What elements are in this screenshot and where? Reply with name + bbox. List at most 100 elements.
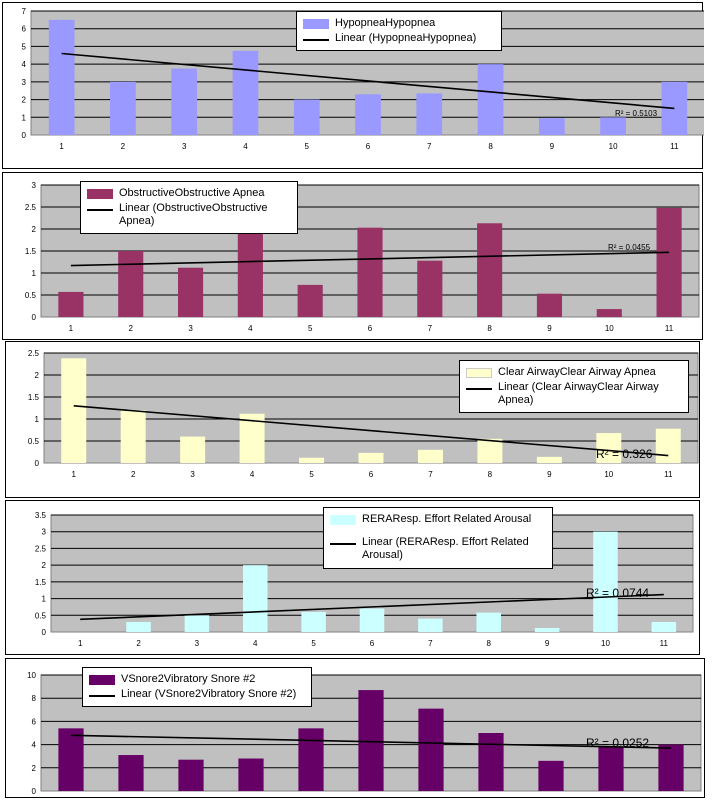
- y-tick-label: 3: [42, 528, 47, 537]
- x-tick-label: 6: [369, 798, 374, 799]
- x-tick-label: 8: [488, 470, 493, 479]
- y-tick-label: 1.5: [35, 578, 47, 587]
- bar: [600, 117, 626, 135]
- bar: [238, 758, 264, 791]
- bar: [110, 81, 136, 135]
- y-tick-label: 3: [22, 78, 27, 87]
- y-tick-label: 0: [32, 313, 37, 322]
- bar: [61, 358, 87, 463]
- legend-item-series: ObstructiveObstructive Apnea: [87, 187, 291, 200]
- bar: [477, 223, 503, 317]
- bar: [297, 284, 323, 317]
- y-tick-label: 10: [27, 671, 36, 680]
- legend-item-trendline: Linear (RERAResp. Effort Related Arousal…: [330, 536, 546, 562]
- y-tick-label: 1.5: [25, 247, 37, 256]
- bar: [538, 118, 565, 135]
- x-tick-label: 2: [121, 142, 126, 151]
- chart-panel-hypopnea: 0 1 2 3 4 5 6 7 1 2 3 4 5 6 7 8 9 10 11 R² = 0.5103 Hypopne…: [2, 2, 704, 169]
- x-tick-label: 2: [129, 324, 134, 333]
- trend-line: [80, 593, 664, 621]
- legend-label: RERAResp. Effort Related Arousal: [362, 513, 532, 525]
- legend-trend-line: [303, 39, 329, 41]
- x-tick-label: 1: [72, 470, 77, 479]
- bar: [477, 64, 504, 135]
- bar: [126, 621, 151, 632]
- bar: [536, 293, 563, 317]
- bar: [476, 612, 501, 632]
- y-tick-label: 0: [42, 628, 47, 637]
- legend-label: Clear AirwayClear Airway Apnea: [498, 366, 656, 378]
- x-tick-label: 10: [607, 798, 616, 799]
- x-tick-label: 1: [78, 639, 83, 648]
- x-tick-label: 11: [667, 798, 676, 799]
- x-tick-label: 6: [369, 470, 374, 479]
- legend-item-trendline: Linear (VSnore2Vibratory Snore #2): [89, 688, 305, 701]
- x-tick-label: 5: [305, 142, 310, 151]
- x-tick-label: 3: [188, 324, 193, 333]
- legend-item-trendline: Linear (HypopneaHypopnea): [303, 32, 495, 45]
- bar: [359, 608, 385, 632]
- x-tick-label: 5: [309, 470, 314, 479]
- x-tick-label: 9: [549, 798, 554, 799]
- y-tick-label: 3: [32, 181, 37, 190]
- legend-item-series: RERAResp. Effort Related Arousal: [330, 513, 546, 526]
- x-tick-label: 8: [489, 798, 494, 799]
- x-tick-label: 10: [609, 142, 618, 151]
- trend-line: [70, 251, 670, 267]
- legend-item-series: Clear AirwayClear Airway Apnea: [466, 366, 682, 379]
- bar: [120, 410, 146, 463]
- y-tick-label: 4: [22, 60, 27, 69]
- bar: [416, 93, 443, 135]
- x-tick-label: 1: [59, 142, 64, 151]
- bar: [298, 728, 324, 791]
- legend-item-trendline: Linear (ObstructiveObstructive Apnea): [87, 202, 291, 228]
- legend: ObstructiveObstructive Apnea Linear (Obs…: [80, 181, 298, 234]
- x-tick-label: 1: [69, 324, 74, 333]
- x-tick-label: 5: [308, 324, 313, 333]
- y-tick-label: 0: [32, 787, 37, 796]
- x-tick-label: 3: [182, 142, 187, 151]
- y-tick-label: 2: [42, 561, 47, 570]
- bar: [118, 755, 144, 791]
- y-tick-label: 2: [35, 371, 40, 380]
- y-tick-label: 0.5: [28, 437, 40, 446]
- bar: [299, 457, 325, 463]
- y-tick-label: 2: [22, 96, 27, 105]
- y-tick-label: 0: [35, 459, 40, 468]
- y-tick-label: 4: [32, 741, 37, 750]
- bar: [48, 19, 75, 135]
- x-tick-label: 4: [248, 324, 253, 333]
- y-tick-label: 6: [22, 25, 27, 34]
- legend-label: VSnore2Vibratory Snore #2: [121, 673, 256, 685]
- y-tick-label: 0: [22, 131, 27, 140]
- x-tick-label: 10: [605, 324, 614, 333]
- bar: [418, 618, 443, 632]
- x-tick-label: 6: [370, 639, 375, 648]
- legend-item-series: HypopneaHypopnea: [303, 17, 495, 30]
- bar: [232, 50, 259, 135]
- bar: [418, 708, 444, 791]
- bar: [534, 627, 560, 632]
- bar: [118, 251, 144, 317]
- y-tick-label: 1: [32, 269, 37, 278]
- x-tick-label: 7: [429, 798, 434, 799]
- bar: [357, 227, 383, 317]
- legend-label: ObstructiveObstructive Apnea: [119, 187, 265, 199]
- bar: [177, 267, 204, 317]
- x-tick-label: 7: [428, 324, 433, 333]
- x-tick-label: 10: [601, 639, 610, 648]
- chart-panel-rera: 0 0.5 1 1.5 2 2.5 3 3.5 1 2 3 4 5 6 7 8 9 10 11 R² = 0.0744…: [5, 500, 700, 655]
- bar: [417, 260, 443, 317]
- x-tick-label: 8: [487, 639, 492, 648]
- legend: RERAResp. Effort Related Arousal Linear …: [323, 507, 553, 569]
- legend-item-series: VSnore2Vibratory Snore #2: [89, 673, 305, 686]
- legend-swatch: [466, 368, 492, 378]
- legend-trend-line: [330, 543, 356, 545]
- x-tick-label: 9: [547, 470, 552, 479]
- x-tick-label: 11: [670, 142, 679, 151]
- y-tick-label: 1: [35, 415, 40, 424]
- x-tick-label: 5: [309, 798, 314, 799]
- legend-swatch: [89, 675, 115, 685]
- y-tick-label: 3.5: [35, 511, 47, 520]
- x-tick-label: 2: [136, 639, 141, 648]
